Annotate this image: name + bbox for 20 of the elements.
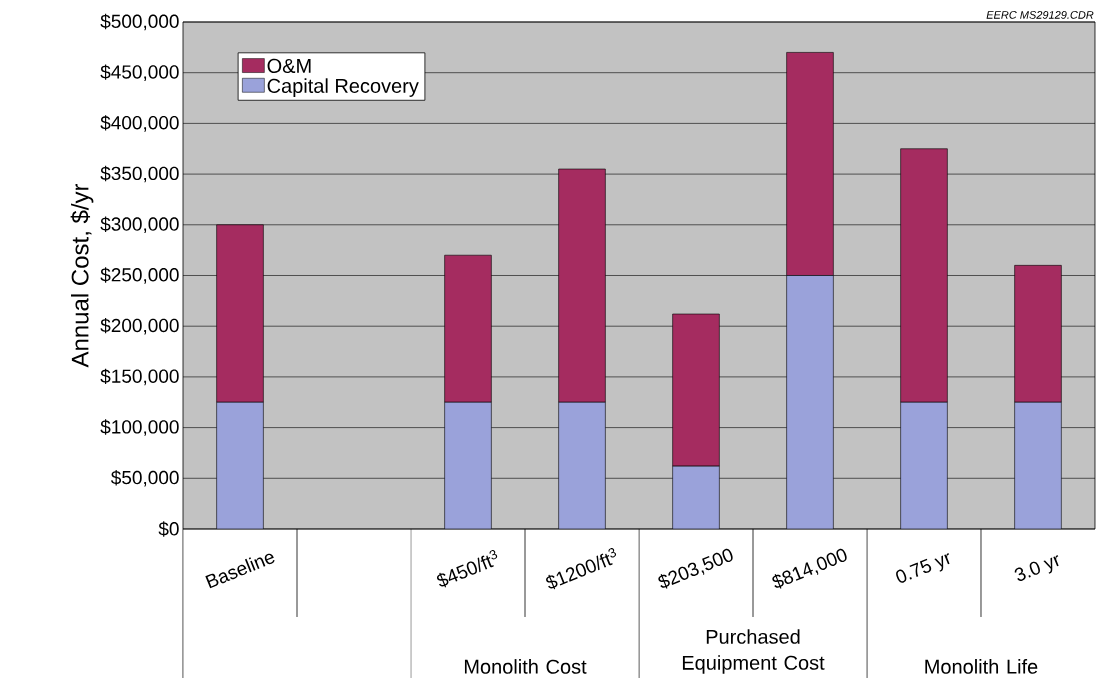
y-tick-label: $450,000	[100, 64, 179, 81]
y-tick-label: $350,000	[100, 165, 179, 183]
y-tick-label: $300,000	[100, 216, 179, 233]
x-tick-label: 0.75 yr	[896, 552, 950, 583]
x-tick-label: 3.0 yr	[1014, 554, 1059, 581]
y-axis-title: Annual Cost, $/yr	[70, 183, 94, 368]
text: Monolith Life	[925, 658, 1038, 674]
legend-label: O&M	[267, 58, 311, 73]
y-tick-label: $0	[158, 521, 179, 537]
text: EERC MS29129.CDR	[986, 10, 1094, 19]
legend-label: Capital Recovery	[267, 78, 419, 97]
y-tick-label: $150,000	[100, 368, 179, 385]
y-tick-label: $100,000	[100, 419, 179, 436]
y-tick-label: $50,000	[111, 469, 179, 487]
text: Purchased Equipment Cost	[682, 628, 825, 674]
y-tick-label: $500,000	[100, 13, 179, 31]
text: Monolith Cost	[464, 658, 587, 674]
y-tick-label: $250,000	[100, 267, 179, 284]
y-tick-label: $200,000	[100, 317, 179, 335]
y-tick-label: $400,000	[100, 114, 179, 132]
